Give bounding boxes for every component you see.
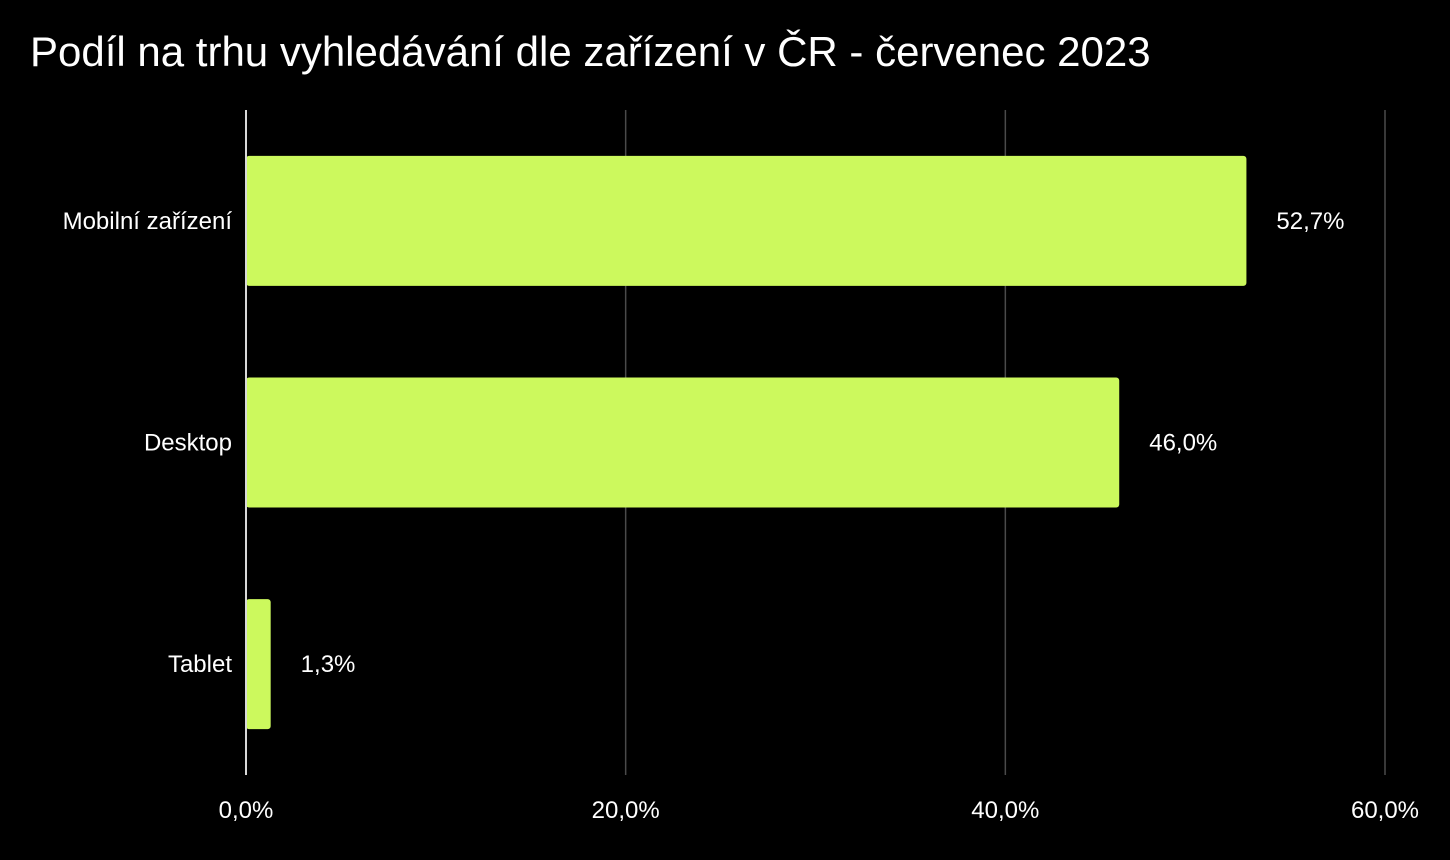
chart-title: Podíl na trhu vyhledávání dle zařízení v…	[30, 28, 1151, 75]
bar	[246, 377, 1120, 508]
x-tick-label: 0,0%	[219, 797, 274, 824]
category-label: Mobilní zařízení	[63, 208, 233, 235]
category-label: Desktop	[144, 430, 232, 457]
x-tick-label: 40,0%	[971, 797, 1039, 824]
data-label: 52,7%	[1276, 208, 1344, 235]
bar	[246, 599, 271, 730]
bar	[246, 155, 1247, 286]
data-label: 1,3%	[301, 651, 356, 678]
data-label: 46,0%	[1149, 430, 1217, 457]
labels: 0,0% 20,0% 40,0% 60,0% Mobilní zařízení 52,7%…	[63, 208, 1419, 824]
bars	[246, 155, 1247, 730]
category-label: Tablet	[168, 651, 232, 678]
x-tick-label: 60,0%	[1351, 797, 1419, 824]
x-tick-label: 20,0%	[592, 797, 660, 824]
